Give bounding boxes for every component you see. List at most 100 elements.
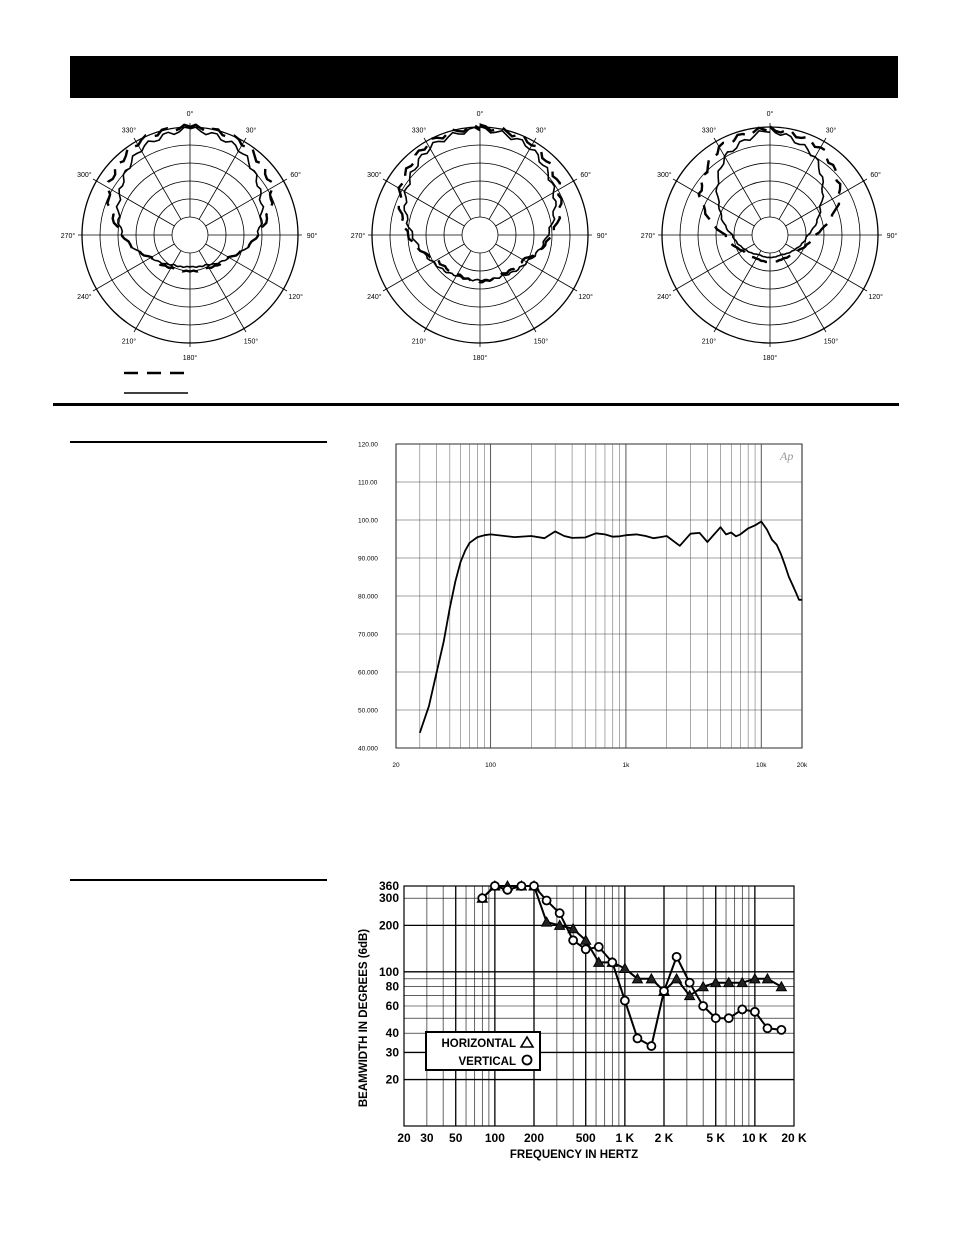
beam-point-horizontal [645, 972, 658, 984]
beam-point-horizontal [775, 980, 788, 992]
polar-angle-label: 120° [288, 293, 303, 301]
beam-legend-circle-icon [521, 1054, 533, 1066]
polar-spoke [495, 243, 578, 292]
beam-x-tick-label: 30 [420, 1131, 434, 1145]
beam-point-vertical [489, 881, 500, 891]
beam-x-tick-label: 5 K [706, 1131, 725, 1145]
beam-point-horizontal [749, 972, 761, 984]
polar-spoke [205, 243, 288, 292]
beam-x-tick-label: 500 [576, 1131, 596, 1145]
polar-spoke [92, 243, 175, 292]
polar-angle-label: 90° [887, 232, 898, 240]
beam-point-vertical [646, 1041, 657, 1051]
beam-point-horizontal [722, 976, 735, 988]
polar-angle-label: 90° [307, 232, 318, 240]
beam-point-vertical [710, 1013, 721, 1024]
polar-angle-label: 0° [477, 110, 484, 118]
polar-angle-label: 180° [763, 354, 778, 362]
polar-angle-label: 60° [290, 171, 301, 179]
freq-x-tick-label: 20k [797, 762, 808, 769]
beam-point-vertical [607, 957, 618, 968]
beam-point-vertical [749, 1006, 760, 1017]
freq-x-tick-label: 20 [392, 762, 400, 769]
beam-legend-horizontal: HORIZONTAL [441, 1038, 516, 1050]
beam-x-tick-label: 200 [524, 1131, 544, 1145]
beam-y-tick-label: 40 [386, 1026, 400, 1040]
polar-angle-label: 180° [473, 354, 488, 362]
side-rule-bottom [70, 879, 327, 881]
polar-series-solid [403, 125, 557, 282]
beam-point-vertical [502, 884, 513, 895]
beam-point-vertical [580, 944, 591, 955]
polar-angle-label: 270° [61, 232, 76, 240]
polar-spoke [672, 178, 755, 227]
beam-x-tick-label: 50 [449, 1131, 463, 1145]
polar-angle-label: 330° [122, 126, 137, 134]
polar-spoke [778, 250, 827, 333]
polar-angle-label: 0° [187, 110, 194, 118]
polar-angle-label: 0° [767, 110, 774, 118]
beam-legend-triangle-icon [519, 1035, 535, 1048]
polar-angle-label: 150° [824, 338, 839, 346]
beam-point-vertical [477, 893, 488, 904]
beam-y-tick-label: 80 [386, 980, 400, 994]
beam-y-tick-label: 60 [386, 999, 400, 1013]
frequency-response-chart: 120.00 110.00 100.00 90.000 80.000 70.000 60.0… [358, 442, 808, 770]
freq-y-tick-label: 120.00 [358, 442, 378, 449]
polar-angle-label: 300° [77, 171, 92, 179]
freq-y-tick-label: 90.000 [358, 556, 378, 563]
beam-legend-vertical: VERTICAL [459, 1056, 517, 1068]
polar-angle-label: 30° [536, 126, 547, 134]
freq-y-tick-label: 40.000 [358, 746, 378, 753]
polar-series-dashed [397, 123, 563, 284]
beam-x-tick-label: 20 [397, 1131, 411, 1145]
beam-y-tick-label: 100 [379, 965, 399, 979]
polar-spoke [713, 137, 762, 220]
polar-spoke [488, 250, 537, 333]
beam-point-horizontal [553, 919, 566, 930]
polar-angle-label: 120° [578, 293, 593, 301]
beam-x-tick-label: 10 K [742, 1131, 768, 1145]
freq-x-tick-label: 10k [756, 762, 767, 769]
beam-point-vertical [698, 1001, 709, 1011]
polar-angle-label: 300° [657, 171, 672, 179]
polar-spoke [92, 178, 175, 227]
beam-point-horizontal [761, 972, 774, 984]
beam-point-horizontal [697, 980, 709, 992]
beam-point-vertical [762, 1023, 773, 1034]
polar-angle-label: 60° [870, 171, 881, 179]
beam-point-horizontal [683, 989, 696, 1001]
beam-point-vertical [776, 1024, 787, 1035]
polar-spoke [785, 178, 868, 227]
freq-y-tick-label: 110.00 [358, 480, 378, 487]
freq-corner-text: Ap [779, 449, 793, 463]
polar-plot-left: 0° 30° 60° 90° 120° 150° 180° 210° 240° 270° 300° 3… [61, 110, 318, 362]
polar-angle-label: 330° [412, 126, 427, 134]
polar-spoke [423, 250, 472, 333]
beam-x-tick-label: 1 K [616, 1131, 635, 1145]
polar-angle-label: 330° [702, 126, 717, 134]
beam-point-horizontal [736, 976, 749, 988]
polar-series-solid [115, 126, 265, 269]
beam-point-vertical [619, 995, 630, 1006]
beam-x-tick-label: 2 K [655, 1131, 674, 1145]
beam-y-tick-label: 300 [379, 891, 399, 905]
polar-spoke [423, 137, 472, 220]
polar-spoke [495, 178, 578, 227]
beam-point-vertical [684, 977, 695, 988]
freq-x-tick-label: 100 [485, 762, 496, 769]
freq-y-tick-label: 60.000 [358, 670, 378, 677]
beam-point-horizontal [631, 972, 644, 984]
beam-point-vertical [723, 1013, 734, 1024]
polar-angle-label: 180° [183, 354, 198, 362]
beam-point-vertical [568, 935, 579, 946]
polar-spoke [672, 243, 755, 292]
side-rule-top [70, 441, 327, 443]
beam-point-horizontal [670, 972, 683, 984]
beam-point-vertical [593, 942, 604, 952]
polar-angle-label: 300° [367, 171, 382, 179]
polar-series-solid [715, 126, 825, 259]
beam-point-horizontal [579, 934, 592, 945]
beam-point-horizontal [709, 976, 722, 988]
freq-y-tick-label: 70.000 [358, 632, 378, 639]
